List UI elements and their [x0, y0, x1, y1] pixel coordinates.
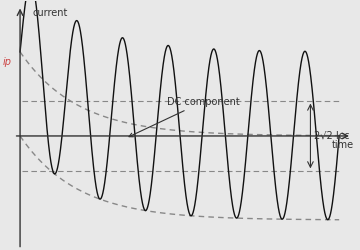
Text: 2√2 Icc: 2√2 Icc — [314, 131, 349, 141]
Text: ip: ip — [3, 57, 12, 67]
Text: time: time — [332, 140, 354, 150]
Text: DC component: DC component — [129, 97, 240, 137]
Text: current: current — [33, 8, 68, 18]
